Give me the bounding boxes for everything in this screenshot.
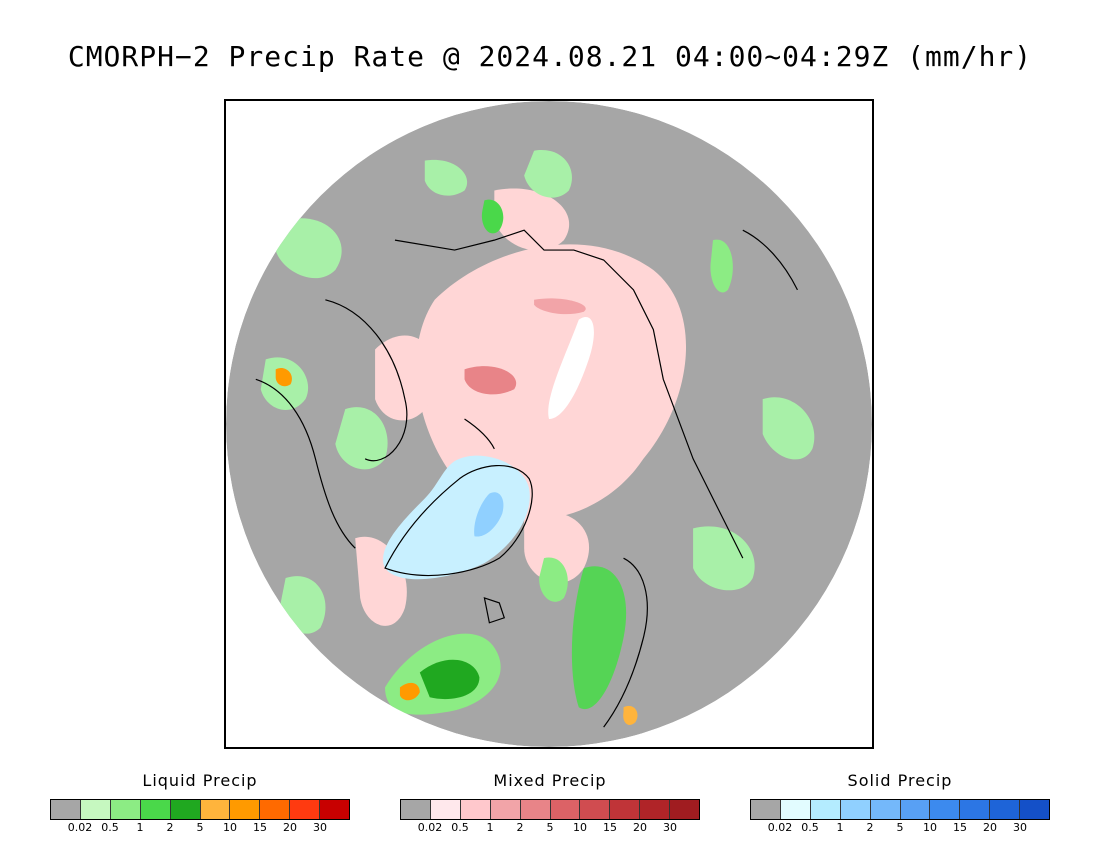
legend-swatch <box>930 800 961 819</box>
legend-tick-label: 2 <box>866 821 874 834</box>
legend-tick-label: 2 <box>516 821 524 834</box>
legend-tick-label: 10 <box>573 821 587 834</box>
siberia-liquid-precip <box>260 150 815 591</box>
legend-swatch <box>640 800 671 819</box>
no-data-wedge <box>548 317 594 420</box>
legend-swatch <box>960 800 991 819</box>
liquid-precip-legend: Liquid Precip 0.02 0.5 1 2 5 10 15 20 30 <box>50 770 350 834</box>
legend-tick-label: 0.5 <box>451 821 469 834</box>
legend-swatch <box>460 800 491 819</box>
legend-title: Liquid Precip <box>142 771 258 790</box>
legend-swatch <box>230 800 261 819</box>
legend-tick-label: 20 <box>633 821 647 834</box>
legend-tick-label: 1 <box>486 821 494 834</box>
legend-swatch <box>290 800 321 819</box>
legend-tick-label: 0.02 <box>67 821 93 834</box>
legend-swatch <box>810 800 841 819</box>
solid-precip-legend: Solid Precip 0.02 0.5 1 2 5 10 15 20 30 <box>750 770 1050 834</box>
legend-tick-label: 0.02 <box>767 821 793 834</box>
legend-tick-label: 20 <box>283 821 297 834</box>
legend-swatch <box>260 800 291 819</box>
coastlines <box>255 229 798 728</box>
legend-swatch <box>140 800 171 819</box>
legend-swatch <box>580 800 611 819</box>
legend-title: Mixed Precip <box>493 771 607 790</box>
legend-tick-label: 2 <box>166 821 174 834</box>
legend-swatch <box>80 800 111 819</box>
legend-swatch <box>520 800 551 819</box>
greenland-solid-precip <box>383 455 530 580</box>
legend-colorbar <box>400 799 700 820</box>
legend-tick-label: 10 <box>223 821 237 834</box>
legend-swatch <box>751 800 781 819</box>
legend-swatch <box>320 800 350 819</box>
legend-swatch <box>200 800 231 819</box>
legend-swatch <box>840 800 871 819</box>
legend-tick-label: 15 <box>603 821 617 834</box>
legend-swatch <box>870 800 901 819</box>
legend-tick-label: 0.5 <box>101 821 119 834</box>
arctic-ocean-mixed-precip <box>355 188 687 626</box>
legend-ticks: 0.02 0.5 1 2 5 10 15 20 30 <box>750 820 1050 834</box>
legend-swatch <box>990 800 1021 819</box>
scandinavia-liquid-precip <box>539 557 638 725</box>
legend-tick-label: 5 <box>896 821 904 834</box>
legend-tick-label: 0.02 <box>417 821 443 834</box>
legend-title: Solid Precip <box>847 771 953 790</box>
legend-swatch <box>490 800 521 819</box>
legend-colorbar <box>50 799 350 820</box>
north-atlantic-liquid-precip <box>280 576 501 715</box>
legend-tick-label: 20 <box>983 821 997 834</box>
legend-tick-label: 30 <box>663 821 677 834</box>
polar-map-svg <box>226 101 872 747</box>
legend-ticks: 0.02 0.5 1 2 5 10 15 20 30 <box>400 820 700 834</box>
legend-tick-label: 0.5 <box>801 821 819 834</box>
precip-map <box>224 99 874 749</box>
legend-swatch <box>900 800 931 819</box>
legend-tick-label: 5 <box>546 821 554 834</box>
legend-tick-label: 10 <box>923 821 937 834</box>
legend-swatch <box>670 800 700 819</box>
legend-colorbar <box>750 799 1050 820</box>
legend-swatch <box>780 800 811 819</box>
legend-tick-label: 1 <box>136 821 144 834</box>
legend-tick-label: 5 <box>196 821 204 834</box>
legend-swatch <box>1020 800 1050 819</box>
legend-tick-label: 15 <box>253 821 267 834</box>
mixed-precip-legend: Mixed Precip 0.02 0.5 1 2 5 10 15 20 30 <box>400 770 700 834</box>
legend-tick-label: 1 <box>836 821 844 834</box>
legend-swatch <box>51 800 81 819</box>
legend-tick-label: 30 <box>313 821 327 834</box>
legend-ticks: 0.02 0.5 1 2 5 10 15 20 30 <box>50 820 350 834</box>
legend-swatch <box>170 800 201 819</box>
legend-swatch <box>610 800 641 819</box>
legend-swatch <box>401 800 431 819</box>
legend-swatch <box>110 800 141 819</box>
map-title: CMORPH−2 Precip Rate @ 2024.08.21 04:00~… <box>67 40 1033 73</box>
legend-tick-label: 15 <box>953 821 967 834</box>
legend-swatch <box>550 800 581 819</box>
legend-tick-label: 30 <box>1013 821 1027 834</box>
legend-swatch <box>430 800 461 819</box>
